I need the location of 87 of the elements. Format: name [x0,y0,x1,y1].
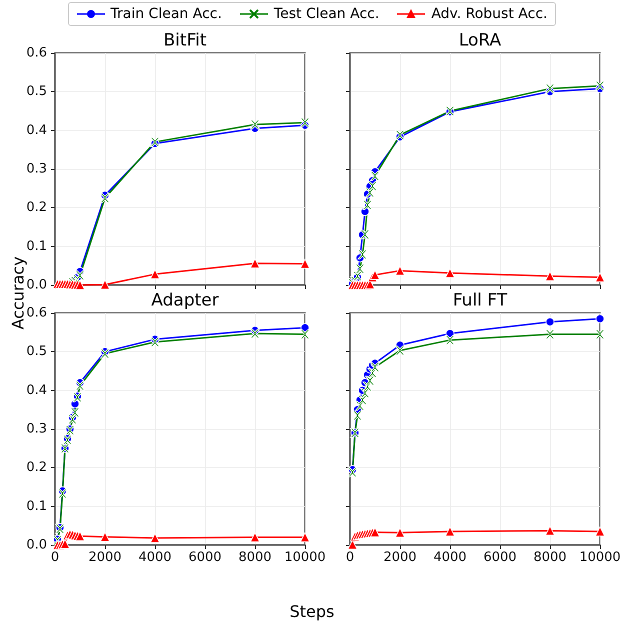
point [348,540,358,550]
point [360,229,370,240]
point [395,266,405,276]
y-tick-label: 0.6 [26,306,47,320]
y-tick-label: 0.2 [26,460,47,476]
point [395,130,405,140]
point [370,171,380,181]
point [75,380,85,391]
point [445,268,455,278]
y-tick-label: 0.6 [26,46,47,60]
point [595,272,605,282]
point [250,328,260,338]
point [370,270,380,280]
y-tick-label: 0.5 [26,84,47,100]
chart-title: BitFit [164,30,207,50]
legend-label: Train Clean Acc. [110,6,222,22]
point [445,526,455,536]
point [300,258,310,269]
point [445,335,455,345]
chart-title: LoRA [458,30,502,50]
point [546,317,554,326]
point [150,269,160,280]
x-tick-label: 6000 [188,550,222,565]
y-tick-label: 0.4 [26,122,47,138]
point [355,264,365,274]
y-tick-label: 0.4 [26,382,47,398]
y-tick-label: 0.2 [26,200,47,216]
x-axis-title: Steps [288,602,336,621]
point [352,410,362,420]
point [250,120,260,130]
point [300,329,310,340]
point [60,538,70,549]
point [250,258,260,268]
point [300,118,310,128]
point [100,193,110,203]
x-tick-label: 0 [346,550,354,565]
x-tick-label: 4000 [433,550,467,565]
point [595,80,605,91]
point [545,526,555,536]
point [348,467,358,478]
point [150,337,160,347]
point [395,346,405,356]
point [300,532,310,542]
x-tick-label: 4000 [138,550,172,565]
point [370,362,380,372]
y-tick-label: 0.1 [26,238,47,254]
x-tick-label: 6000 [483,550,517,565]
point [75,531,85,542]
point [58,488,68,498]
point [75,270,85,280]
point [358,395,368,405]
y-tick-label: 0.1 [26,498,47,514]
point [395,528,405,538]
point [358,250,368,260]
point [250,532,260,542]
y-tick-label: 0.3 [26,162,47,176]
y-tick-label: 0.0 [26,278,47,292]
legend-label: Adv. Robust Acc. [431,6,548,22]
y-tick-label: 0.0 [26,538,47,552]
point [368,181,378,191]
y-tick-label: 0.3 [26,422,47,436]
point [370,527,380,538]
legend-label: Test Clean Acc. [274,6,380,22]
point [100,532,110,542]
x-tick-label: 10000 [579,550,621,565]
chart-title: Adapter [151,290,219,310]
point [595,526,605,536]
point [75,280,85,290]
point [595,329,605,340]
x-tick-label: 10000 [284,550,326,565]
x-tick-label: 0 [50,550,60,565]
point [150,533,160,543]
point [362,200,372,210]
point [545,84,555,94]
point [545,271,555,282]
point [596,314,604,324]
x-tick-label: 8000 [533,550,567,565]
point [545,329,555,340]
point [365,376,375,386]
x-tick-label: 8000 [238,550,272,565]
chart-title: Full FT [452,290,508,310]
point [100,280,110,290]
y-tick-label: 0.5 [26,344,47,360]
y-axis-title: Accuracy [8,256,28,330]
point [70,407,80,418]
x-tick-label: 2000 [88,550,122,565]
x-tick-label: 2000 [383,550,417,565]
